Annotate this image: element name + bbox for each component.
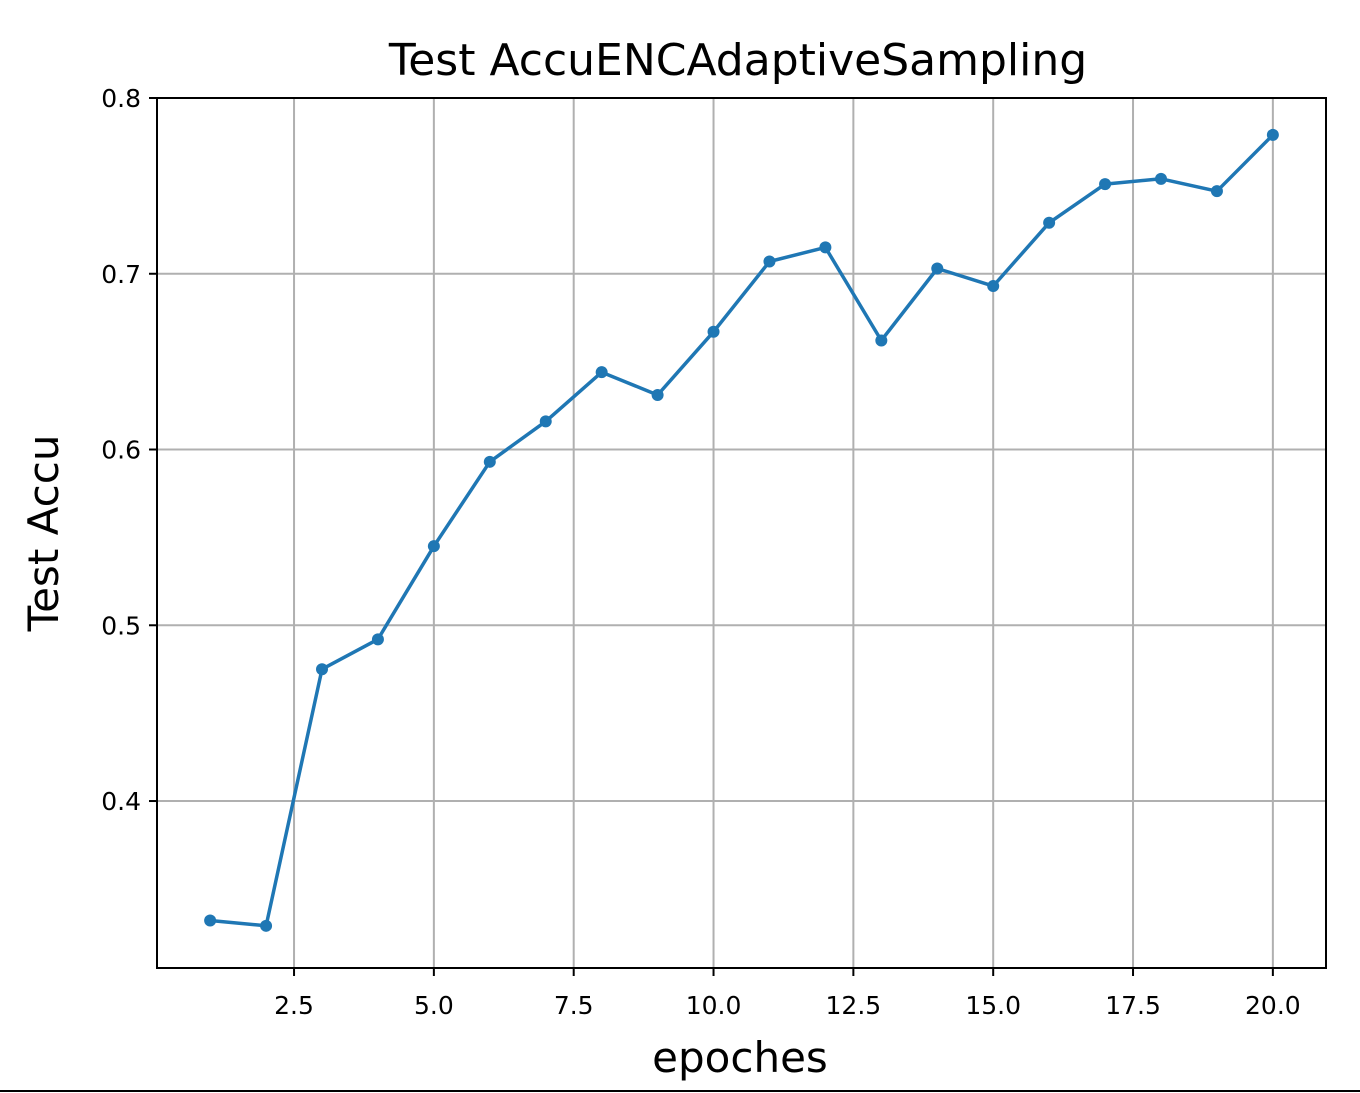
data-point (819, 241, 832, 254)
x-tick-label: 12.5 (826, 991, 882, 1020)
x-tick-label: 5.0 (414, 991, 454, 1020)
data-point (316, 663, 329, 676)
data-point (204, 914, 217, 927)
x-tick-label: 20.0 (1245, 991, 1301, 1020)
y-axis-ticks: 0.4 0.5 0.6 0.7 0.8 (101, 84, 157, 816)
x-axis-title: epoches (652, 1033, 828, 1082)
x-tick-label: 10.0 (686, 991, 742, 1020)
y-tick-label: 0.8 (101, 84, 141, 113)
data-point (1210, 185, 1223, 198)
data-point (595, 366, 608, 379)
grid (157, 97, 1326, 968)
data-point (931, 262, 944, 275)
data-point (1154, 172, 1167, 185)
plot-frame (156, 97, 1327, 969)
y-tick-label: 0.5 (101, 611, 141, 640)
data-point (1099, 178, 1112, 191)
series-line (209, 133, 1275, 928)
data-point (763, 255, 776, 268)
data-point (483, 455, 496, 468)
data-point (539, 415, 552, 428)
data-series (204, 128, 1279, 932)
data-point (1266, 128, 1279, 141)
y-tick-label: 0.6 (101, 436, 141, 465)
data-point (427, 540, 440, 553)
data-point (651, 389, 664, 402)
x-axis-ticks: 2.5 5.0 7.5 10.0 12.5 15.0 17.5 20.0 (274, 968, 1301, 1020)
y-tick-label: 0.7 (101, 260, 141, 289)
y-tick-label: 0.4 (101, 787, 141, 816)
x-tick-label: 7.5 (554, 991, 594, 1020)
data-point (987, 280, 1000, 293)
y-axis-title: Test Accu (19, 435, 68, 633)
x-tick-label: 15.0 (965, 991, 1021, 1020)
data-point (707, 325, 720, 338)
data-point (260, 919, 273, 932)
data-point (371, 633, 384, 646)
x-tick-label: 17.5 (1105, 991, 1161, 1020)
x-tick-label: 2.5 (274, 991, 314, 1020)
chart-title: Test AccuENCAdaptiveSampling (388, 35, 1087, 86)
data-point (875, 334, 888, 347)
data-point (1043, 216, 1056, 229)
